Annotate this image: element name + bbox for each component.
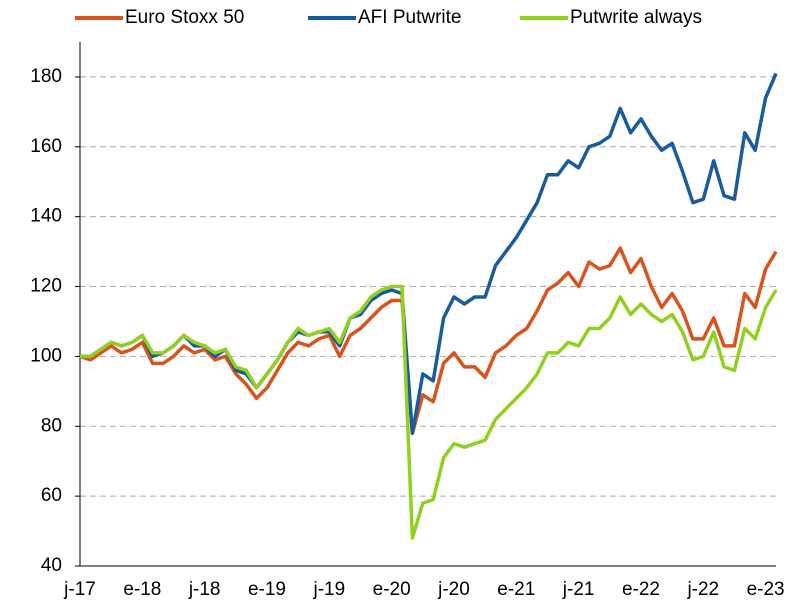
series-line	[80, 284, 778, 540]
x-tick-label: j-17	[63, 579, 96, 600]
y-tick-label: 140	[30, 206, 62, 227]
y-tick-label: 120	[30, 276, 62, 297]
legend-label: Euro Stoxx 50	[125, 7, 244, 28]
y-tick-label: 60	[41, 485, 62, 506]
x-tick-label: e-22	[622, 579, 660, 600]
x-tick-label: j-22	[686, 579, 719, 600]
x-tick-label: e-23	[747, 579, 785, 600]
series-line	[79, 246, 778, 436]
legend-label: Putwrite always	[570, 7, 702, 28]
y-tick-label: 40	[41, 555, 62, 576]
y-tick-label: 180	[30, 66, 62, 87]
series-line	[80, 72, 778, 436]
y-tick-label: 160	[30, 136, 62, 157]
x-tick-label: j-19	[312, 579, 345, 600]
y-tick-label: 80	[41, 415, 62, 436]
x-tick-label: j-18	[188, 579, 221, 600]
x-tick-label: e-19	[248, 579, 286, 600]
x-tick-label: e-21	[497, 579, 535, 600]
x-tick-label: e-20	[373, 579, 411, 600]
y-tick-label: 100	[30, 345, 62, 366]
x-tick-label: j-21	[562, 579, 595, 600]
legend-label: AFI Putwrite	[358, 7, 461, 28]
x-tick-label: e-18	[123, 579, 161, 600]
x-tick-label: j-20	[437, 579, 470, 600]
